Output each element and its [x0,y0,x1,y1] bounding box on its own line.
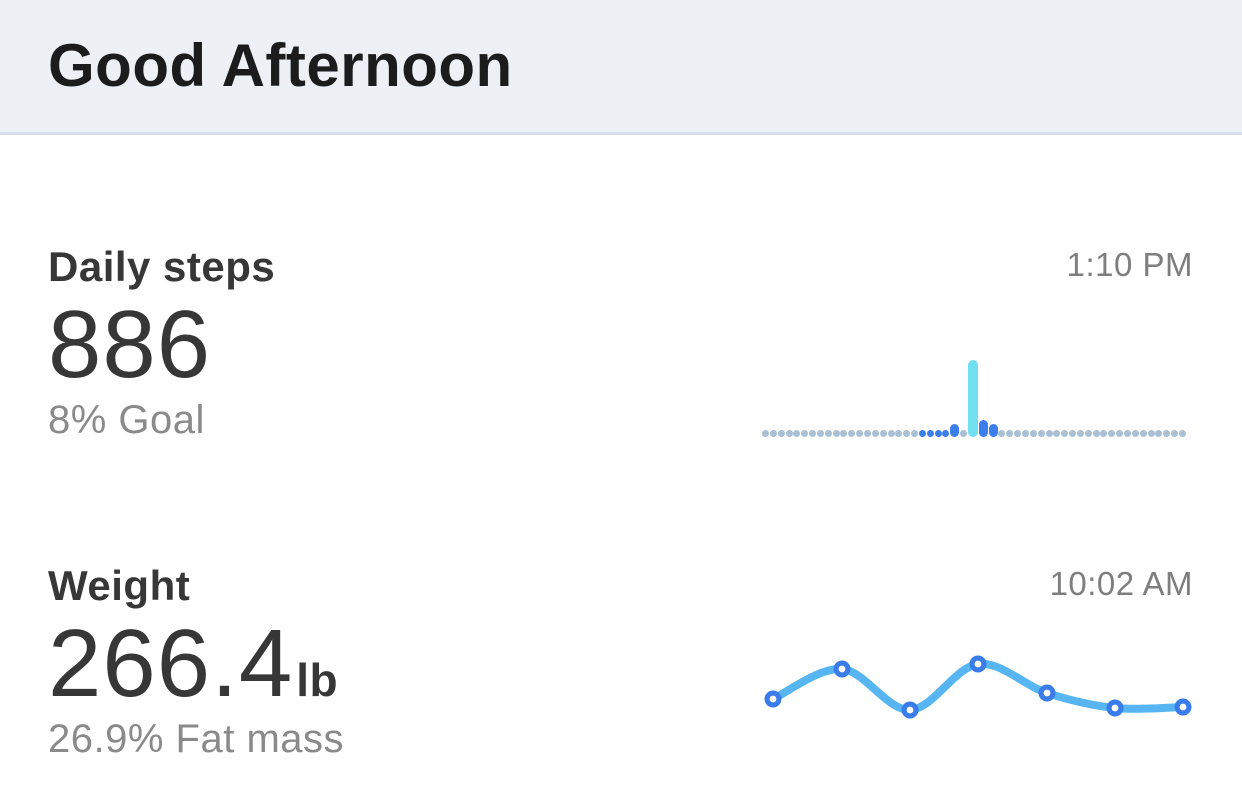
weight-data-point-center [974,660,982,668]
steps-baseline-dot [848,430,856,437]
steps-baseline-dot [1116,430,1124,437]
weight-value-row: 266.4lb [48,613,344,715]
steps-baseline-dot [1084,430,1092,437]
steps-value-row: 886 [48,294,275,396]
steps-card[interactable]: Daily steps 886 8% Goal 1:10 PM [48,243,1193,443]
steps-baseline-dot [777,430,785,437]
steps-baseline-dot [801,430,809,437]
weight-card[interactable]: Weight 266.4lb 26.9% Fat mass 10:02 AM [48,562,1193,762]
steps-baseline-dot [887,430,895,437]
steps-activity-chart [762,357,1186,437]
steps-baseline-dot [1178,430,1186,437]
steps-activity-bar [950,424,960,437]
steps-baseline-dot [998,430,1006,437]
steps-baseline-dot [1037,430,1045,437]
steps-baseline-dot [1006,430,1014,437]
steps-baseline-dot [762,430,769,437]
weight-data-point-center [1111,704,1119,712]
greeting-header: Good Afternoon [0,0,1242,135]
steps-goal-percent: 8% Goal [48,398,205,443]
steps-timestamp: 1:10 PM [1066,246,1193,283]
steps-baseline-dot [840,430,848,437]
steps-baseline-dot [1123,430,1131,437]
steps-baseline-dot [824,430,832,437]
dashboard: Daily steps 886 8% Goal 1:10 PM Weight 2… [0,243,1242,762]
steps-baseline-dot [1069,430,1077,437]
steps-baseline-dot [1053,430,1061,437]
steps-baseline-dot [1029,430,1037,437]
steps-baseline-dot [1155,430,1163,437]
steps-baseline-dot [809,430,817,437]
weight-data-point-center [1179,703,1187,711]
weight-value: 266.4 [48,610,294,718]
steps-baseline-dot [895,430,903,437]
steps-baseline-dot [1108,430,1116,437]
steps-baseline-dot [1022,430,1029,437]
steps-baseline-dot [1131,430,1139,437]
steps-baseline-dot [926,430,934,437]
steps-activity-bar [967,360,978,437]
steps-value: 886 [48,291,212,399]
weight-trend-chart [764,655,1192,719]
steps-baseline-dot [832,430,840,437]
steps-baseline-dot [1163,430,1171,437]
steps-baseline-dot [1139,430,1147,437]
weight-card-title: Weight [48,562,191,609]
steps-activity-bar [978,420,988,437]
steps-baseline-dot [1014,430,1022,437]
steps-baseline-dot [918,430,926,437]
steps-baseline-dot [942,430,950,437]
steps-baseline-dot [1061,430,1069,437]
steps-card-chart-area: 1:10 PM [755,243,1193,443]
steps-baseline-dot [903,430,911,437]
weight-card-chart-area: 10:02 AM [755,562,1193,762]
steps-baseline-dot [769,430,777,437]
steps-baseline-dot [1045,430,1053,437]
steps-baseline-dot [960,430,968,437]
steps-baseline-dot [871,430,879,437]
weight-timestamp: 10:02 AM [1049,565,1193,602]
weight-data-point-center [906,706,914,714]
steps-baseline-dot [1092,430,1100,437]
steps-baseline-dot [863,430,871,437]
weight-data-point-center [769,695,777,703]
weight-data-point-center [838,665,846,673]
steps-baseline-dot [793,430,801,437]
greeting-text: Good Afternoon [48,32,513,99]
steps-baseline-dot [911,430,919,437]
weight-data-point-center [1043,689,1051,697]
steps-baseline-dot [1100,430,1108,437]
steps-card-title: Daily steps [48,243,276,290]
weight-fat-mass-percent: 26.9% Fat mass [48,717,345,762]
weight-card-text: Weight 266.4lb 26.9% Fat mass [48,562,344,762]
steps-baseline-dot [1147,430,1155,437]
steps-baseline-dot [785,430,793,437]
steps-baseline-dot [934,430,942,437]
steps-baseline-dot [1171,430,1179,437]
steps-baseline-dot [879,430,887,437]
steps-baseline-dot [1076,430,1084,437]
steps-card-text: Daily steps 886 8% Goal [48,243,275,443]
steps-baseline-dot [856,430,864,437]
weight-unit-label: lb [296,654,339,707]
steps-baseline-dot [816,430,824,437]
steps-activity-bar [988,424,998,437]
